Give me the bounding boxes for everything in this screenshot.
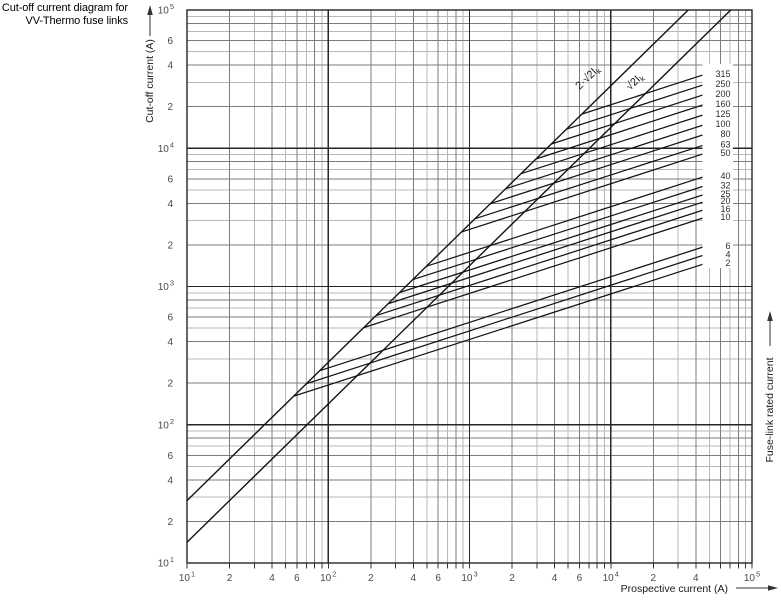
- y-tick-label: 2: [167, 379, 173, 390]
- x-tick-label-decade: 104: [603, 570, 619, 585]
- x-tick-label: 4: [552, 573, 558, 584]
- y-tick-label: 4: [167, 475, 173, 486]
- rating-label-200: 200: [715, 89, 730, 99]
- reference-lines: 2·√2Ik√2Ik: [186, 9, 732, 543]
- rating-label-25: 25: [720, 189, 730, 199]
- fuse-curve-63: [474, 144, 704, 220]
- fuse-curve-315: [581, 74, 704, 115]
- fuse-curve-160: [535, 104, 704, 160]
- rating-label-32: 32: [720, 180, 730, 190]
- rating-label-20: 20: [720, 196, 730, 206]
- up-arrow-icon: [767, 311, 773, 321]
- fuse-curve-6: [319, 246, 704, 372]
- y-axis-label: Cut-off current (A): [144, 39, 156, 123]
- y-tick-label: 4: [167, 337, 173, 348]
- chart-title-line2: VV-Thermo fuse links: [25, 15, 128, 28]
- fuse-curve-4: [306, 254, 704, 385]
- x-tick-label: 6: [435, 573, 441, 584]
- y-tick-label-decade: 103: [158, 279, 174, 294]
- x-tick-label: 2: [650, 573, 656, 584]
- y-tick-label: 4: [167, 61, 173, 72]
- rating-label-40: 40: [720, 171, 730, 181]
- rating-label-80: 80: [720, 129, 730, 139]
- chart-title: Cut-off current diagram for VV-Thermo fu…: [0, 2, 128, 28]
- x-tick-label-decade: 101: [179, 570, 195, 585]
- rating-label-100: 100: [715, 119, 730, 129]
- fuse-curve-40: [426, 176, 704, 267]
- y-tick-label: 2: [167, 240, 173, 251]
- x-tick-label-decade: 105: [744, 570, 760, 585]
- y-tick-label: 6: [167, 174, 173, 185]
- x-tick-labels: 101 102 103 104 105 2 4 6 2 4 6 2 4 6 2 4: [179, 570, 760, 585]
- reference-line-symmetrical-peak: [186, 9, 732, 543]
- y-tick-label: 6: [167, 36, 173, 47]
- fuse-curve-10: [363, 217, 704, 329]
- y-tick-label: 6: [167, 313, 173, 324]
- y-tick-labels: 101 102 103 104 105 2 4 6 2 4 6 2 4 6 2 4 6: [158, 2, 174, 570]
- rating-label-50: 50: [720, 148, 730, 158]
- x-tick-label-decade: 102: [320, 570, 336, 585]
- x-tick-label: 2: [509, 573, 515, 584]
- y-tick-label: 6: [167, 451, 173, 462]
- fuse-curve-20: [387, 201, 704, 305]
- x-tick-label: 6: [294, 573, 300, 584]
- y-axis-title-group: Cut-off current (A): [144, 5, 156, 123]
- y-tick-label-decade: 101: [158, 555, 174, 570]
- rating-label-4: 4: [725, 249, 730, 259]
- rating-label-2: 2: [725, 258, 730, 268]
- fuse-curve-250: [566, 84, 704, 130]
- rating-label-250: 250: [715, 79, 730, 89]
- rating-label-125: 125: [715, 109, 730, 119]
- x-axis-ticks: [186, 563, 753, 569]
- fuse-curve-32: [412, 185, 704, 281]
- rating-labels-panel: [702, 64, 733, 268]
- y-tick-label-decade: 102: [158, 417, 174, 432]
- y-tick-label: 4: [167, 199, 173, 210]
- x-axis-label: Prospective current (A): [621, 583, 728, 595]
- rating-label-315: 315: [715, 69, 730, 79]
- reference-line-label: √2Ik: [624, 70, 648, 94]
- fuse-curve-25: [399, 194, 704, 294]
- fuse-curve-125: [520, 114, 704, 175]
- rating-label-6: 6: [725, 241, 730, 251]
- up-arrow-icon: [147, 5, 153, 15]
- fuse-curve-100: [505, 124, 704, 190]
- fuse-curves: [293, 74, 704, 397]
- rating-label-10: 10: [720, 212, 730, 222]
- x-tick-label: 4: [269, 573, 275, 584]
- x-tick-label: 2: [227, 573, 233, 584]
- y-tick-label: 2: [167, 102, 173, 113]
- chart-title-line1: Cut-off current diagram for: [1, 2, 128, 14]
- x-tick-label-decade: 103: [461, 570, 477, 585]
- y-tick-label: 2: [167, 517, 173, 528]
- x-tick-label: 4: [693, 573, 699, 584]
- y-tick-label-decade: 104: [158, 140, 174, 155]
- fuse-curve-50: [461, 153, 704, 233]
- x-tick-label: 6: [577, 573, 583, 584]
- right-arrow-icon: [768, 585, 778, 591]
- rating-label-160: 160: [715, 99, 730, 109]
- rating-label-16: 16: [720, 204, 730, 214]
- right-axis-title-group: Fuse-link rated current: [764, 311, 776, 463]
- x-tick-label: 4: [411, 573, 417, 584]
- reference-line-asymmetrical-peak: [186, 9, 689, 502]
- y-tick-label-decade: 105: [158, 2, 174, 17]
- x-axis-title-group: Prospective current (A): [621, 583, 778, 595]
- rating-label-63: 63: [720, 139, 730, 149]
- fuse-curve-16: [375, 209, 704, 317]
- fuse-curve-2: [293, 263, 704, 397]
- fuse-curve-200: [551, 94, 704, 145]
- log-grid: [186, 9, 753, 564]
- fuse-curve-80: [490, 134, 704, 205]
- right-axis-label: Fuse-link rated current: [764, 357, 776, 462]
- x-tick-label: 2: [368, 573, 374, 584]
